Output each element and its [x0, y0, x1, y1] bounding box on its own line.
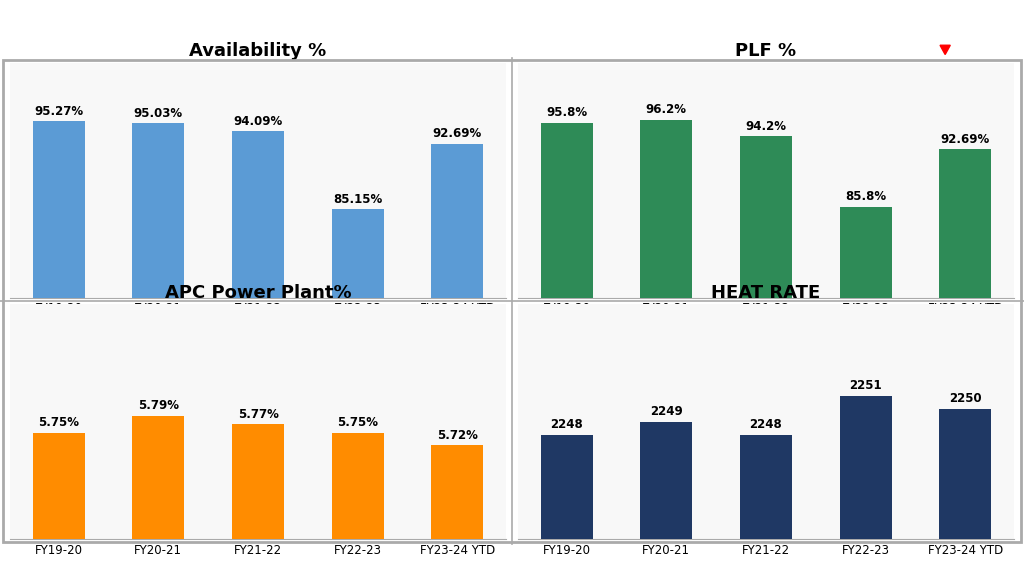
Text: 95.8%: 95.8% [546, 107, 587, 119]
Text: 85.8%: 85.8% [845, 191, 886, 203]
Text: 5.79%: 5.79% [138, 399, 179, 412]
Text: Slide 5: Slide 5 [974, 554, 1014, 567]
Bar [840, 396, 892, 576]
Bar [132, 415, 184, 576]
Text: 92.69%: 92.69% [941, 132, 990, 146]
Text: 2250: 2250 [949, 392, 982, 406]
Bar [431, 143, 483, 576]
Bar [740, 435, 792, 576]
Text: 94.2%: 94.2% [745, 120, 786, 133]
Text: 95.03%: 95.03% [134, 107, 183, 120]
Bar [541, 123, 593, 576]
Text: 2248: 2248 [550, 418, 583, 431]
Bar [840, 207, 892, 576]
Bar [33, 121, 85, 576]
Title: HEAT RATE: HEAT RATE [712, 283, 820, 301]
Bar [232, 131, 284, 576]
Bar [33, 433, 85, 576]
Bar [332, 433, 384, 576]
Text: 2248: 2248 [750, 418, 782, 431]
Text: 5.75%: 5.75% [337, 416, 378, 429]
Bar [431, 445, 483, 576]
Bar [640, 120, 692, 576]
Text: Confidential: Confidential [10, 554, 82, 567]
Text: 85.15%: 85.15% [333, 193, 382, 206]
Title: PLF %: PLF % [735, 41, 797, 60]
Bar [332, 209, 384, 576]
Text: Performance Parameters: Y-o-Y Progress: Performance Parameters: Y-o-Y Progress [15, 19, 493, 39]
Text: 5.75%: 5.75% [38, 416, 79, 429]
Title: Availability %: Availability % [189, 41, 327, 60]
Bar [939, 149, 991, 576]
Text: 5.72%: 5.72% [437, 429, 478, 442]
Text: 2251: 2251 [849, 379, 882, 392]
Bar [740, 137, 792, 576]
Text: 2249: 2249 [650, 406, 683, 418]
Bar [232, 424, 284, 576]
Text: 95.27%: 95.27% [34, 105, 83, 118]
Bar [640, 422, 692, 576]
Text: 94.09%: 94.09% [233, 115, 283, 128]
Text: 5.77%: 5.77% [238, 408, 279, 420]
Text: 92.69%: 92.69% [433, 127, 482, 140]
Bar [939, 409, 991, 576]
Text: RELIANCE: RELIANCE [857, 15, 1009, 43]
Title: APC Power Plant%: APC Power Plant% [165, 283, 351, 301]
Bar [132, 123, 184, 576]
Bar [541, 435, 593, 576]
Text: 96.2%: 96.2% [646, 103, 687, 116]
Polygon shape [940, 46, 950, 55]
